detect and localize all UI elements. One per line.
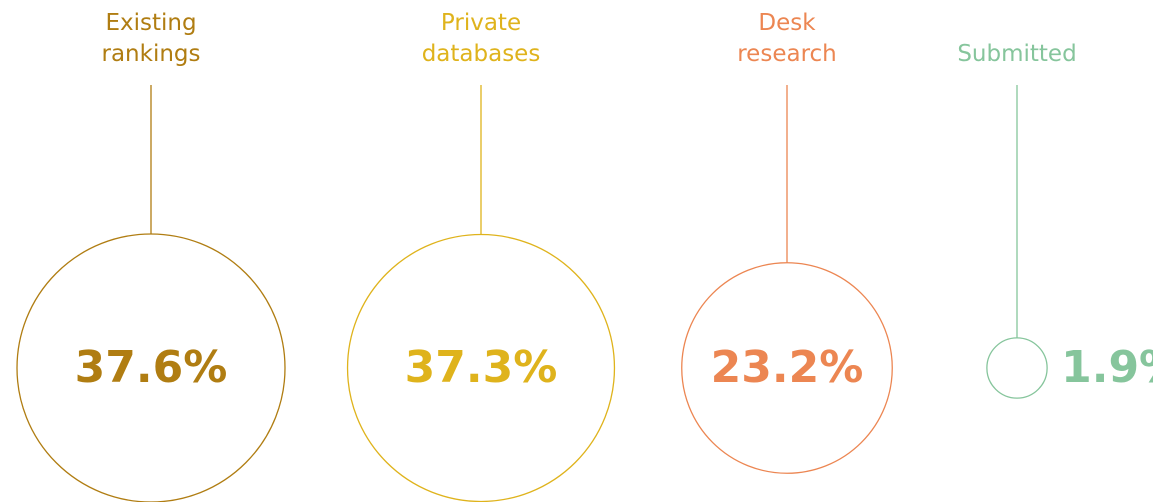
category-label: Submitted bbox=[957, 41, 1076, 67]
value-label: 1.9% bbox=[1061, 342, 1153, 393]
bubble bbox=[681, 262, 893, 474]
category-label: Desk research bbox=[737, 10, 837, 67]
value-label: 23.2% bbox=[711, 342, 864, 393]
category-label: Private databases bbox=[422, 10, 541, 67]
category-label: Existing rankings bbox=[102, 10, 201, 67]
value-label: 37.3% bbox=[405, 342, 558, 393]
bubble bbox=[16, 233, 286, 502]
bubble bbox=[986, 337, 1048, 399]
bubble bbox=[346, 233, 616, 502]
value-label: 37.6% bbox=[75, 342, 228, 393]
